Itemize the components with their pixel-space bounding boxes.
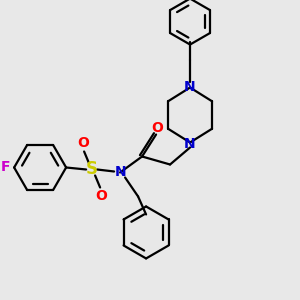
Text: N: N xyxy=(114,166,126,179)
Text: O: O xyxy=(77,136,89,149)
Text: N: N xyxy=(184,80,196,94)
Text: O: O xyxy=(95,190,107,203)
Text: N: N xyxy=(184,136,196,151)
Text: F: F xyxy=(0,160,10,175)
Text: O: O xyxy=(151,121,163,134)
Text: S: S xyxy=(86,160,98,178)
